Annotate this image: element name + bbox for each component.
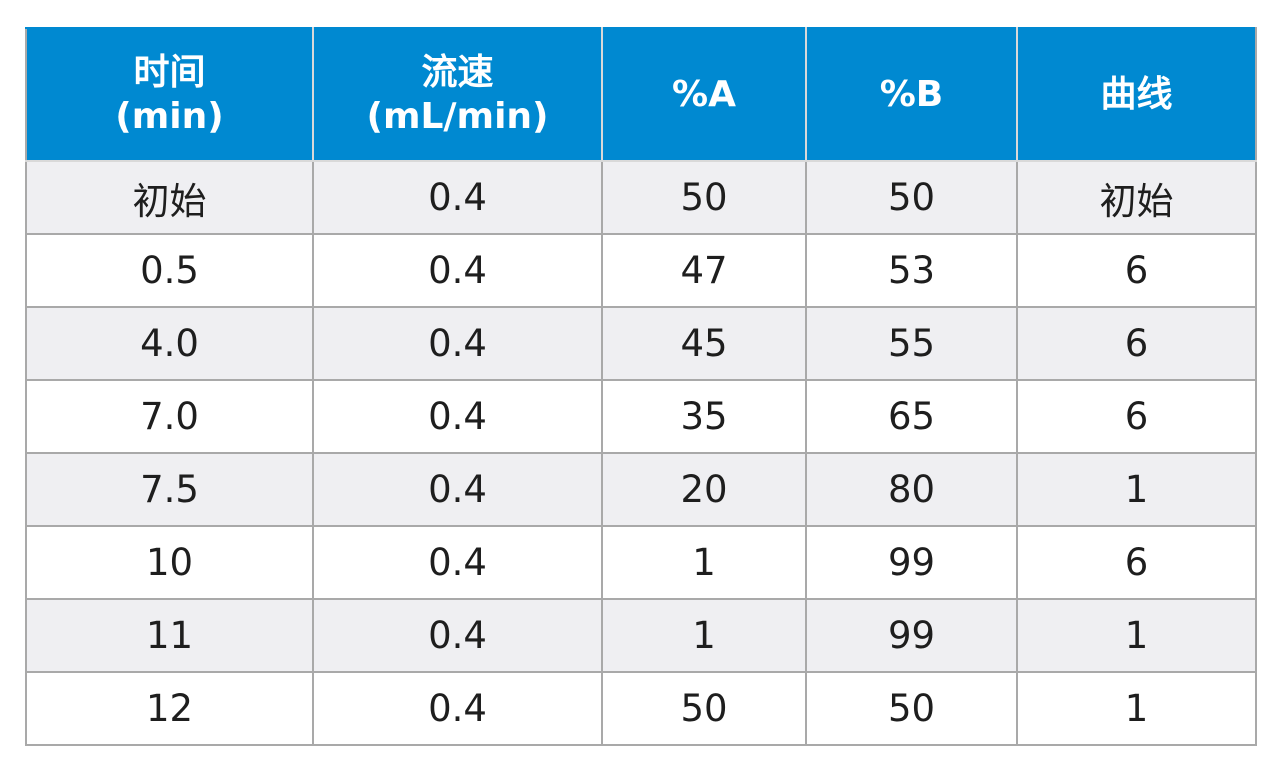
cell-percent-b: 65 bbox=[805, 379, 1018, 454]
table-row: 7.0 0.4 35 65 6 bbox=[25, 379, 1257, 454]
header-time-label: 时间 bbox=[133, 51, 206, 93]
cell-curve: 6 bbox=[1016, 525, 1257, 600]
cell-time: 7.5 bbox=[25, 452, 314, 527]
table-row: 0.5 0.4 47 53 6 bbox=[25, 233, 1257, 308]
cell-flow-rate: 0.4 bbox=[312, 598, 603, 673]
cell-percent-b: 50 bbox=[805, 160, 1018, 235]
cell-percent-a: 45 bbox=[601, 306, 807, 381]
table-row: 12 0.4 50 50 1 bbox=[25, 671, 1257, 746]
cell-percent-b: 53 bbox=[805, 233, 1018, 308]
header-time-unit: (min) bbox=[115, 95, 224, 137]
cell-percent-a: 1 bbox=[601, 525, 807, 600]
cell-curve: 1 bbox=[1016, 671, 1257, 746]
header-flow-rate: 流速 (mL/min) bbox=[312, 27, 603, 162]
cell-percent-b: 99 bbox=[805, 598, 1018, 673]
header-curve-label: 曲线 bbox=[1100, 73, 1173, 115]
cell-time: 0.5 bbox=[25, 233, 314, 308]
cell-flow-rate: 0.4 bbox=[312, 452, 603, 527]
cell-percent-a: 50 bbox=[601, 160, 807, 235]
cell-flow-rate: 0.4 bbox=[312, 233, 603, 308]
gradient-table-container: 时间 (min) 流速 (mL/min) %A %B 曲线 bbox=[25, 27, 1257, 746]
header-flow-rate-label: 流速 bbox=[421, 51, 494, 93]
cell-flow-rate: 0.4 bbox=[312, 306, 603, 381]
header-percent-b: %B bbox=[805, 27, 1018, 162]
cell-time: 4.0 bbox=[25, 306, 314, 381]
cell-curve: 6 bbox=[1016, 233, 1257, 308]
cell-percent-a: 1 bbox=[601, 598, 807, 673]
header-percent-b-label: %B bbox=[879, 73, 944, 115]
cell-percent-b: 55 bbox=[805, 306, 1018, 381]
table-row: 10 0.4 1 99 6 bbox=[25, 525, 1257, 600]
table-body: 初始 0.4 50 50 初始 0.5 0.4 47 53 6 4.0 0.4 … bbox=[25, 160, 1257, 746]
table-row: 7.5 0.4 20 80 1 bbox=[25, 452, 1257, 527]
cell-flow-rate: 0.4 bbox=[312, 160, 603, 235]
cell-curve: 1 bbox=[1016, 598, 1257, 673]
cell-time: 7.0 bbox=[25, 379, 314, 454]
cell-flow-rate: 0.4 bbox=[312, 671, 603, 746]
header-percent-a-label: %A bbox=[672, 73, 736, 115]
header-flow-rate-unit: (mL/min) bbox=[366, 95, 549, 137]
cell-flow-rate: 0.4 bbox=[312, 525, 603, 600]
header-row: 时间 (min) 流速 (mL/min) %A %B 曲线 bbox=[25, 27, 1257, 162]
table-header: 时间 (min) 流速 (mL/min) %A %B 曲线 bbox=[25, 27, 1257, 162]
cell-percent-b: 80 bbox=[805, 452, 1018, 527]
header-percent-a: %A bbox=[601, 27, 807, 162]
cell-curve: 1 bbox=[1016, 452, 1257, 527]
cell-percent-a: 20 bbox=[601, 452, 807, 527]
cell-percent-b: 99 bbox=[805, 525, 1018, 600]
header-time: 时间 (min) bbox=[25, 27, 314, 162]
gradient-table: 时间 (min) 流速 (mL/min) %A %B 曲线 bbox=[25, 27, 1257, 746]
cell-percent-b: 50 bbox=[805, 671, 1018, 746]
cell-flow-rate: 0.4 bbox=[312, 379, 603, 454]
table-row: 初始 0.4 50 50 初始 bbox=[25, 160, 1257, 235]
header-curve: 曲线 bbox=[1016, 27, 1257, 162]
cell-time: 12 bbox=[25, 671, 314, 746]
cell-curve: 6 bbox=[1016, 306, 1257, 381]
cell-curve: 6 bbox=[1016, 379, 1257, 454]
table-row: 4.0 0.4 45 55 6 bbox=[25, 306, 1257, 381]
cell-percent-a: 35 bbox=[601, 379, 807, 454]
cell-time: 11 bbox=[25, 598, 314, 673]
cell-percent-a: 47 bbox=[601, 233, 807, 308]
cell-curve: 初始 bbox=[1016, 160, 1257, 235]
cell-time: 初始 bbox=[25, 160, 314, 235]
cell-percent-a: 50 bbox=[601, 671, 807, 746]
cell-time: 10 bbox=[25, 525, 314, 600]
table-row: 11 0.4 1 99 1 bbox=[25, 598, 1257, 673]
